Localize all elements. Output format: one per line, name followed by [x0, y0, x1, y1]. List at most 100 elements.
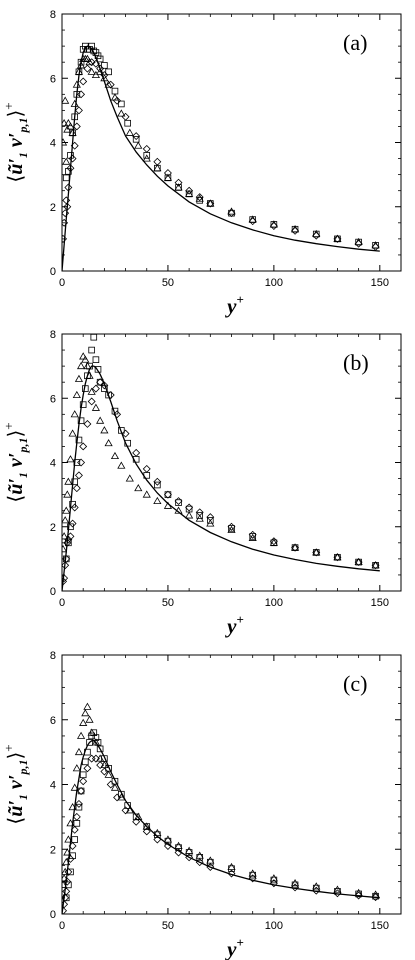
diamond-marker	[142, 144, 151, 153]
diamond-marker	[185, 503, 194, 512]
triangle-marker	[62, 506, 71, 514]
square-marker	[196, 512, 204, 519]
diamond-marker	[100, 381, 109, 390]
y-tick-label: 4	[50, 780, 56, 792]
square-marker	[71, 478, 79, 486]
square-marker	[73, 91, 81, 98]
diamond-marker	[185, 853, 194, 862]
diamond-marker	[72, 484, 81, 493]
triangle-marker	[62, 867, 70, 875]
square-marker	[118, 100, 125, 108]
triangle-marker	[227, 525, 236, 533]
diamond-marker	[72, 812, 81, 821]
diamond-marker	[132, 132, 141, 141]
square-marker	[111, 407, 119, 415]
x-axis-title: y+	[224, 292, 244, 318]
diamond-marker	[121, 429, 130, 438]
diamond-marker	[312, 231, 321, 240]
square-marker	[105, 765, 112, 772]
diamond-marker	[87, 397, 96, 406]
square-marker	[96, 745, 104, 753]
diamond-marker	[174, 848, 183, 857]
square-marker	[65, 881, 72, 889]
x-tick-label: 100	[265, 597, 283, 609]
diamond-marker	[66, 164, 75, 173]
square-marker	[132, 135, 140, 143]
square-marker	[207, 858, 214, 866]
triangle-marker	[117, 109, 126, 117]
diamond-marker	[206, 199, 215, 208]
diamond-marker	[62, 209, 70, 218]
y-tick-label: 2	[50, 844, 56, 856]
diamond-marker	[66, 532, 75, 541]
diamond-marker	[64, 183, 73, 192]
diamond-marker	[68, 842, 77, 850]
x-tick-label: 150	[371, 920, 389, 932]
x-axis-title: y+	[224, 612, 244, 638]
square-marker	[334, 888, 341, 895]
square-marker	[67, 868, 74, 876]
diamond-marker	[62, 234, 68, 243]
diamond-marker	[269, 222, 278, 230]
triangle-marker	[74, 374, 84, 382]
diamond-marker	[333, 553, 342, 562]
triangle-marker	[74, 747, 84, 756]
triangle-marker	[174, 841, 183, 849]
y-tick-label: 6	[50, 715, 56, 727]
triangle-marker	[163, 501, 173, 509]
x-tick-label: 50	[162, 597, 174, 609]
diamond-marker	[87, 58, 96, 67]
y-tick-label: 0	[50, 586, 56, 598]
triangle-marker	[104, 770, 113, 778]
x-tick-label: 0	[59, 920, 65, 932]
x-tick-label: 100	[265, 920, 283, 932]
diamond-marker	[106, 391, 115, 400]
x-tick-label: 50	[162, 277, 174, 289]
triangle-marker	[66, 819, 75, 827]
square-marker	[86, 362, 93, 370]
triangle-marker	[62, 96, 70, 104]
triangle-marker	[62, 157, 71, 165]
square-marker	[88, 346, 95, 354]
diamond-marker	[227, 209, 236, 218]
triangle-marker	[72, 390, 81, 398]
triangle-marker	[87, 67, 96, 75]
triangle-marker	[64, 835, 73, 843]
square-marker	[154, 481, 161, 489]
diamond-marker	[113, 96, 122, 105]
y-tick-label: 8	[50, 329, 56, 341]
diamond-marker	[68, 154, 77, 163]
diamond-marker	[195, 858, 204, 867]
diamond-marker	[227, 522, 236, 531]
y-tick-label: 0	[50, 266, 56, 278]
square-marker	[69, 852, 76, 860]
square-marker	[84, 748, 91, 756]
square-marker	[124, 439, 131, 447]
diamond-marker	[163, 842, 172, 850]
square-marker	[73, 820, 81, 827]
triangle-marker	[63, 848, 72, 856]
triangle-marker	[185, 846, 194, 854]
triangle-marker	[64, 477, 73, 485]
diamond-marker	[269, 879, 278, 888]
square-marker	[207, 517, 214, 524]
square-marker	[105, 391, 112, 399]
y-tick-label: 2	[50, 522, 56, 534]
triangle-marker	[185, 511, 194, 519]
triangle-marker	[62, 516, 70, 524]
square-marker	[164, 491, 172, 498]
diamond-marker	[163, 169, 172, 177]
triangle-marker	[142, 490, 151, 498]
square-marker	[175, 844, 182, 851]
plot-area	[62, 42, 380, 271]
triangle-marker	[248, 869, 257, 877]
diamond-marker	[79, 442, 88, 451]
diamond-marker	[68, 519, 77, 528]
square-marker	[90, 334, 98, 341]
diamond-marker	[354, 239, 363, 248]
diamond-marker	[72, 122, 81, 131]
diamond-marker	[121, 806, 130, 815]
chart-panel-2: 0 50 100 150 0 2 4 6 8 (b) y+ ⟨ũ′1 v′p,1⟩+	[1, 329, 402, 638]
triangle-marker	[70, 410, 79, 418]
panel-label: (c)	[343, 671, 367, 696]
